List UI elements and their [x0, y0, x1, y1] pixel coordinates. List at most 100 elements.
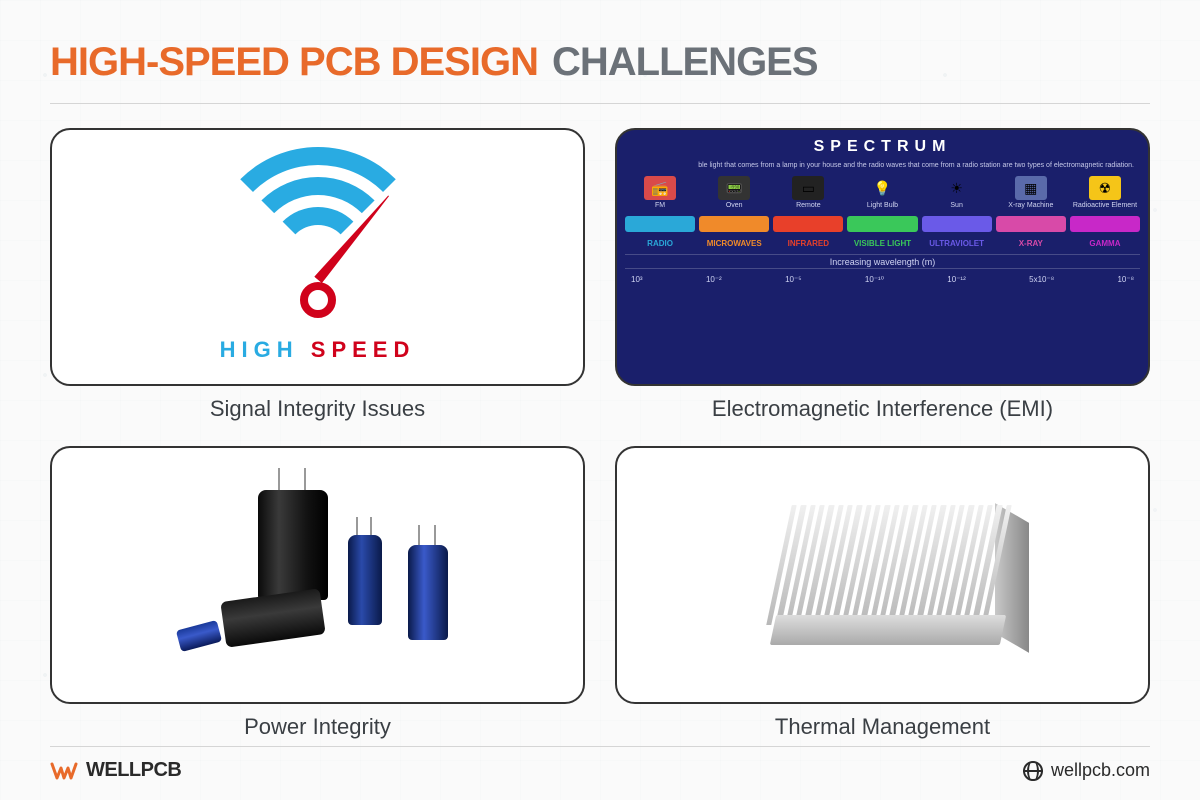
caption-thermal: Thermal Management	[615, 714, 1150, 740]
spectrum-item-icon: ▦	[1015, 176, 1047, 200]
spectrum-scale-value: 5x10⁻⁸	[1029, 275, 1054, 284]
spectrum-wave	[625, 215, 695, 233]
spectrum-wave-icon	[847, 216, 917, 232]
spectrum-scale-value: 10⁻⁵	[785, 275, 801, 284]
spectrum-band-label: VISIBLE LIGHT	[854, 239, 911, 248]
cell-power-integrity: Power Integrity	[50, 446, 585, 740]
spectrum-scale-value: 10³	[631, 275, 643, 284]
spectrum-item-icon: ☀	[941, 176, 973, 200]
spectrum-wave	[996, 215, 1066, 233]
spectrum-band: INFRARED	[773, 239, 843, 248]
spectrum-band-label: RADIO	[647, 239, 673, 248]
spectrum-scale-value: 10⁻⁸	[1117, 275, 1134, 284]
footer: WELLPCB wellpcb.com	[50, 746, 1150, 782]
spectrum-item-label: Sun	[950, 202, 962, 209]
spectrum-wave-row	[625, 215, 1140, 233]
spectrum-item-icon: 💡	[866, 176, 898, 200]
spectrum-item-label: Radioactive Element	[1073, 202, 1137, 209]
capacitor-icon	[408, 545, 448, 640]
spectrum-band: X-RAY	[996, 239, 1066, 248]
spectrum-band-label: X-RAY	[1019, 239, 1043, 248]
spectrum-scale-value: 10⁻¹²	[947, 275, 965, 284]
brand: WELLPCB	[50, 759, 181, 782]
spectrum-band-row: RADIO MICROWAVES INFRARED VISIBLE LIGHT ULTR…	[625, 239, 1140, 248]
highspeed-graphic: HIGH SPEED	[188, 157, 448, 357]
spectrum-band-label: MICROWAVES	[707, 239, 762, 248]
brand-logo-icon	[50, 760, 78, 782]
spectrum-band: VISIBLE LIGHT	[847, 239, 917, 248]
spectrum-wave-icon	[922, 216, 992, 232]
card-grid: HIGH SPEED Signal Integrity Issues SPECT…	[50, 128, 1150, 740]
spectrum-band: GAMMA	[1070, 239, 1140, 248]
spectrum-item-icon: 📟	[718, 176, 750, 200]
spectrum-graphic: SPECTRUM ble light that comes from a lam…	[625, 138, 1140, 376]
card-power-integrity	[50, 446, 585, 704]
spectrum-scale-value: 10⁻¹⁰	[865, 275, 884, 284]
spectrum-wave	[1070, 215, 1140, 233]
highspeed-label: HIGH SPEED	[188, 337, 448, 363]
spectrum-item-icon: ☢	[1089, 176, 1121, 200]
caption-emi: Electromagnetic Interference (EMI)	[615, 396, 1150, 422]
spectrum-item: 💡 Light Bulb	[847, 176, 917, 209]
spectrum-item: 📻 FM	[625, 176, 695, 209]
spectrum-item-icon: ▭	[792, 176, 824, 200]
site-link: wellpcb.com	[1023, 760, 1150, 781]
spectrum-item: ▦ X-ray Machine	[996, 176, 1066, 209]
spectrum-item-label: X-ray Machine	[1008, 202, 1053, 209]
spectrum-band-label: INFRARED	[788, 239, 829, 248]
capacitors-graphic	[138, 475, 498, 675]
spectrum-scale-label: Increasing wavelength (m)	[625, 254, 1140, 269]
caption-signal-integrity: Signal Integrity Issues	[50, 396, 585, 422]
cell-signal-integrity: HIGH SPEED Signal Integrity Issues	[50, 128, 585, 422]
spectrum-subtitle: ble light that comes from a lamp in your…	[625, 162, 1140, 170]
cell-emi: SPECTRUM ble light that comes from a lam…	[615, 128, 1150, 422]
spectrum-wave-icon	[1070, 216, 1140, 232]
card-thermal	[615, 446, 1150, 704]
heatsink-fins	[766, 505, 1012, 625]
title-primary: HIGH-SPEED PCB DESIGN	[50, 40, 538, 85]
spectrum-item-row: 📻 FM 📟 Oven ▭ Remote 💡 Light Bulb ☀ Sun ▦ X-ray Mac…	[625, 176, 1140, 209]
spectrum-band: ULTRAVIOLET	[922, 239, 992, 248]
spectrum-band-label: GAMMA	[1089, 239, 1120, 248]
spectrum-item-label: Remote	[796, 202, 821, 209]
spectrum-wave-icon	[996, 216, 1066, 232]
spectrum-wave	[699, 215, 769, 233]
title-secondary: CHALLENGES	[552, 40, 818, 85]
spectrum-band-label: ULTRAVIOLET	[929, 239, 984, 248]
spectrum-wave	[922, 215, 992, 233]
card-emi: SPECTRUM ble light that comes from a lam…	[615, 128, 1150, 386]
card-signal-integrity: HIGH SPEED	[50, 128, 585, 386]
spectrum-scale-value: 10⁻²	[706, 275, 722, 284]
spectrum-item: 📟 Oven	[699, 176, 769, 209]
spectrum-title: SPECTRUM	[625, 138, 1140, 156]
capacitor-icon	[348, 535, 382, 625]
heatsink-graphic	[733, 475, 1033, 675]
capacitor-icon	[258, 490, 328, 600]
hs-word1: HIGH	[220, 337, 299, 362]
spectrum-wave-icon	[625, 216, 695, 232]
spectrum-item: ☀ Sun	[922, 176, 992, 209]
capacitor-icon	[175, 620, 221, 652]
spectrum-item: ☢ Radioactive Element	[1070, 176, 1140, 209]
brand-name: WELLPCB	[86, 759, 181, 782]
infographic-frame: HIGH-SPEED PCB DESIGN CHALLENGES HIGH SP…	[0, 0, 1200, 800]
capacitor-icon	[220, 588, 325, 647]
spectrum-band: RADIO	[625, 239, 695, 248]
spectrum-item-label: FM	[655, 202, 665, 209]
hs-word2: SPEED	[311, 337, 416, 362]
speed-pivot-icon	[300, 282, 336, 318]
cell-thermal: Thermal Management	[615, 446, 1150, 740]
globe-icon	[1023, 761, 1043, 781]
spectrum-item-icon: 📻	[644, 176, 676, 200]
spectrum-wave-icon	[699, 216, 769, 232]
spectrum-item-label: Oven	[726, 202, 743, 209]
spectrum-item: ▭ Remote	[773, 176, 843, 209]
spectrum-wave-icon	[773, 216, 843, 232]
spectrum-wave	[847, 215, 917, 233]
spectrum-item-label: Light Bulb	[867, 202, 898, 209]
heatsink-base	[769, 615, 1005, 645]
spectrum-band: MICROWAVES	[699, 239, 769, 248]
title-row: HIGH-SPEED PCB DESIGN CHALLENGES	[50, 40, 1150, 104]
site-url: wellpcb.com	[1051, 760, 1150, 781]
spectrum-wave	[773, 215, 843, 233]
